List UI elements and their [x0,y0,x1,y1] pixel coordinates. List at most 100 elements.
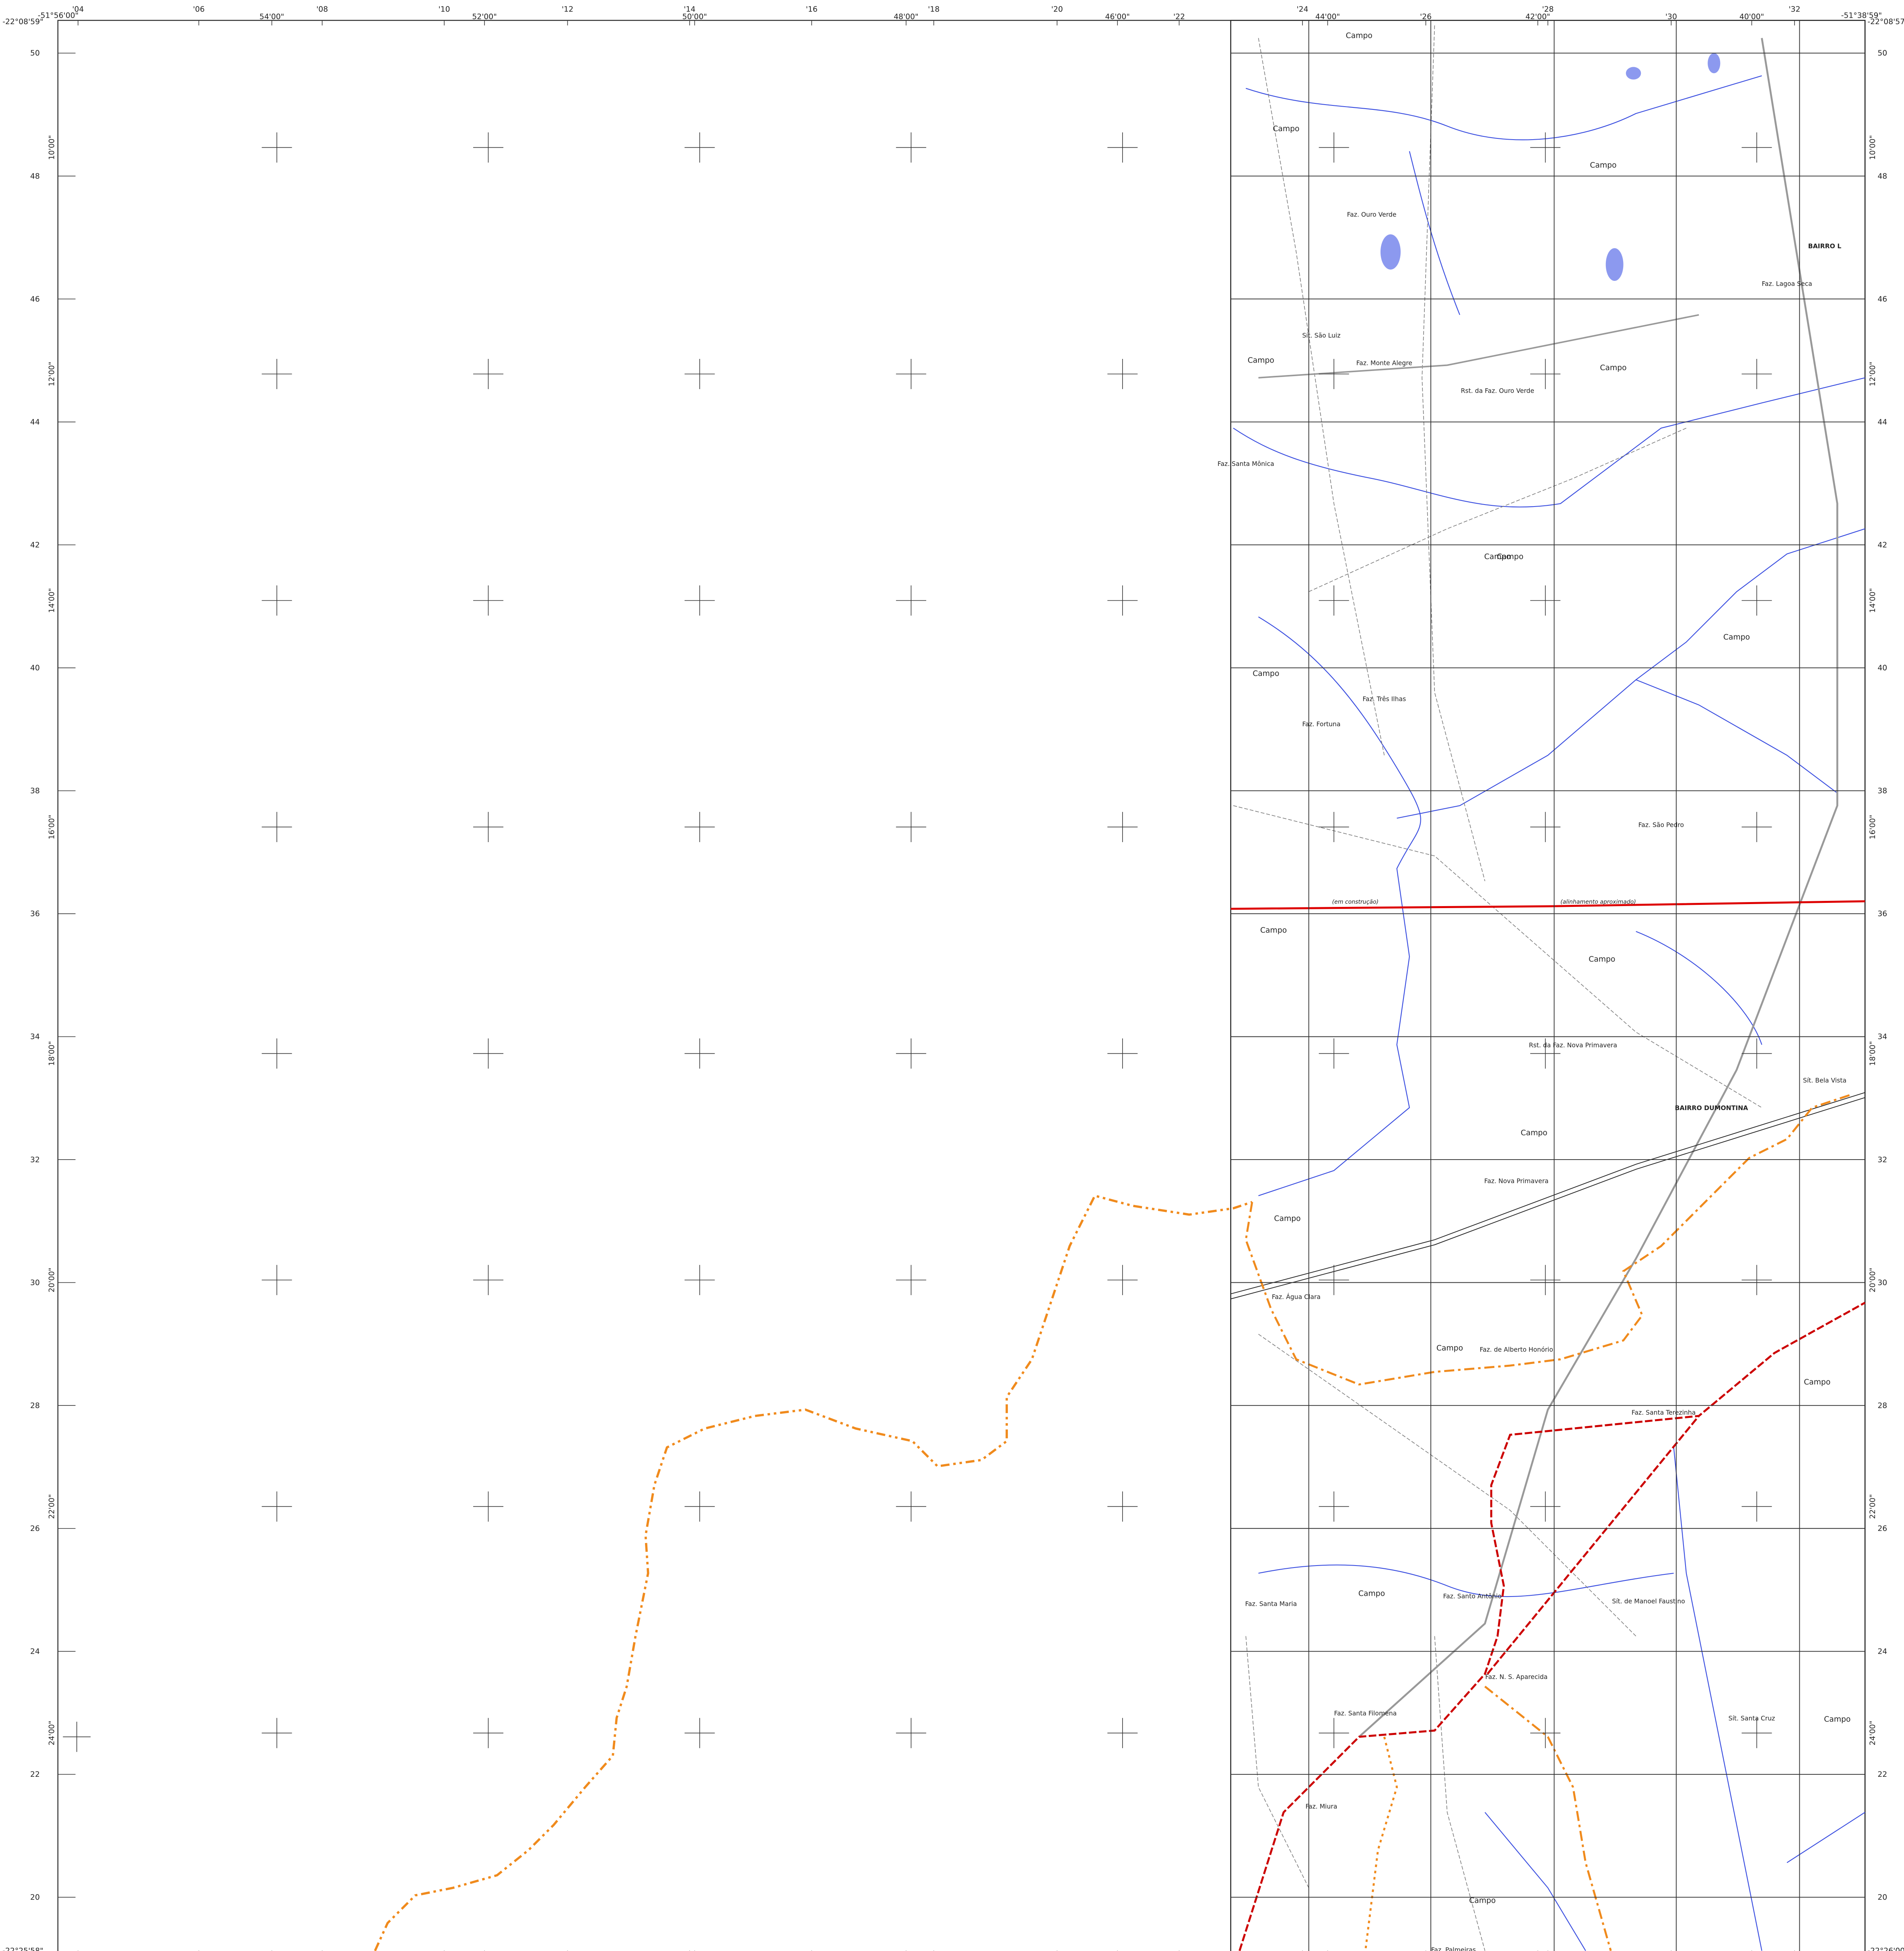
y-minute-left: 18'00" [47,1041,56,1066]
rivers [1233,75,1865,1951]
area-label: Campo [1590,161,1616,170]
road [1308,428,1687,592]
y-label-left: 20 [30,1893,40,1902]
place-label: Faz. Palmeiras [1431,1946,1476,1951]
area-label: Campo [1358,1589,1385,1598]
lake [1380,234,1401,270]
x-label-top: '14 [684,5,695,14]
place-label: Rst. da Faz. Ouro Verde [1461,387,1534,394]
y-label-right: 50 [1877,49,1887,58]
place-label: BAIRRO L [1808,242,1842,250]
area-label: Campo [1436,1344,1463,1353]
river [1787,1812,1865,1863]
area-label: Campo [1346,31,1372,40]
y-minute-right: 20'00" [1869,1268,1877,1293]
y-label-left: 28 [30,1401,40,1410]
area-label: Campo [1274,1214,1300,1223]
road [1245,1636,1309,1888]
area-label: Campo [1260,926,1287,935]
x-label-top: '16 [806,5,818,14]
area-label: Campo [1804,1378,1830,1387]
transmission-line [1230,900,1865,910]
area-label: Campo [1484,552,1511,561]
y-label-left: 38 [30,787,40,795]
river [1636,931,1762,1045]
x-label-top: 48'00" [894,13,918,21]
place-label: BAIRRO DUMONTINA [1675,1104,1749,1112]
road [1422,25,1486,882]
x-label-top: 50'00" [682,13,707,21]
boundary-orange [1484,1685,1612,1951]
y-label-left: 46 [30,295,40,303]
y-label-right: 44 [1877,418,1887,426]
place-label: Faz. de Alberto Honório [1480,1346,1553,1354]
area-label: Campo [1723,633,1750,641]
boundary-orange [1364,1737,1398,1951]
place-label: Faz. Santa Filomena [1334,1710,1397,1717]
area-label: Campo [1469,1897,1496,1905]
y-minute-left: 10'00" [47,135,56,160]
y-label-left: 42 [30,541,40,550]
place-label: Faz. Santa Mônica [1218,460,1274,468]
place-label: Sít. de Manoel Faustino [1612,1597,1685,1605]
x-label-top: '08 [316,5,328,14]
y-minute-left: 20'00" [47,1268,56,1293]
place-label: Faz. Santo Antônio [1443,1593,1502,1600]
boundary-orange [1245,1094,1850,1386]
y-label-right: 40 [1877,664,1887,672]
y-minute-right: 22'00" [1869,1494,1877,1519]
y-label-right: 48 [1877,172,1887,181]
y-label-left: 32 [30,1156,40,1164]
road [1434,1636,1486,1951]
x-label-top: 54'00" [260,13,284,21]
y-label-left: 36 [30,910,40,918]
y-label-right: 42 [1877,541,1887,550]
y-label-right: 20 [1877,1893,1887,1902]
place-label: Faz. Ouro Verde [1347,211,1397,218]
y-label-right: 46 [1877,295,1887,303]
place-label: Faz. São Pedro [1638,821,1684,828]
y-minute-right: 16'00" [1869,815,1877,840]
x-label-top: '30 [1665,13,1677,21]
river [1233,377,1865,508]
x-label-top: 40'00" [1739,13,1764,21]
x-label-top: '22 [1173,13,1185,21]
y-label-right: 22 [1877,1770,1887,1779]
area-label: Campo [1824,1715,1850,1724]
y-label-right: 26 [1877,1525,1887,1533]
x-label-top: '10 [439,5,450,14]
note-label: (em construção) [1332,899,1379,905]
corner-label: -51°38'59" [1841,11,1882,20]
river [1484,1812,1586,1951]
x-label-top: '32 [1789,5,1800,14]
y-minute-right: 24'00" [1869,1721,1877,1745]
map-content [1230,20,1866,1951]
lakes [1380,53,1721,281]
y-label-right: 24 [1877,1648,1887,1656]
place-label: Rst. da Faz. Nova Primavera [1529,1041,1617,1049]
note-label: (alinhamento aproximado) [1560,899,1636,905]
river [1258,616,1421,1196]
y-minute-right: 14'00" [1869,588,1877,613]
place-label: Sít. Santa Cruz [1729,1714,1775,1722]
place-label: Sít. São Luiz [1302,332,1340,339]
x-label-top: '24 [1297,5,1308,14]
area-label: Campo [1273,125,1299,133]
y-label-left: 44 [30,418,40,426]
area-label: Campo [1253,670,1279,678]
corner-label: -22°08'59" [2,18,43,26]
highway [1258,314,1699,379]
x-label-top: 46'00" [1105,13,1130,21]
labels: -22°08'59"-51°56'00" -51°38'59"-22°08'57"… [2,5,1904,1951]
area-label: Campo [1497,552,1523,561]
x-label-top: '06 [193,5,205,14]
y-label-left: 34 [30,1033,40,1041]
river [1245,75,1762,140]
place-label: Faz. Santa Maria [1245,1600,1297,1607]
y-minute-right: 10'00" [1869,135,1877,160]
y-label-right: 28 [1877,1401,1887,1410]
map-area [1230,20,1866,1951]
place-label: Faz. Fortuna [1302,720,1340,728]
x-label-top: 42'00" [1525,13,1550,21]
